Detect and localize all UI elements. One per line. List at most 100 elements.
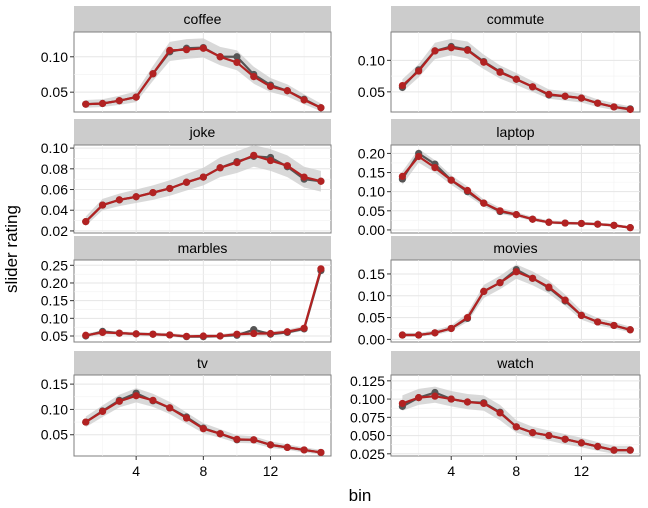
data-point xyxy=(166,184,174,193)
data-point xyxy=(250,151,258,159)
data-point xyxy=(149,330,157,338)
data-point xyxy=(512,75,520,83)
series-red xyxy=(398,268,634,339)
y-tick-label: 0.075 xyxy=(350,409,385,425)
data-point xyxy=(610,321,618,330)
data-point xyxy=(431,163,439,172)
data-point xyxy=(447,44,455,52)
data-point xyxy=(545,431,553,440)
data-point xyxy=(233,53,241,61)
y-tick-label: 0.10 xyxy=(41,310,68,326)
data-point xyxy=(415,67,423,75)
data-point xyxy=(415,394,423,402)
data-point xyxy=(317,265,325,273)
data-point xyxy=(182,414,191,422)
series-red xyxy=(398,44,634,114)
facet-strip-label: commute xyxy=(487,11,545,27)
data-point xyxy=(512,423,520,431)
y-tick-label: 0.10 xyxy=(358,52,385,68)
y-tick-label: 0.15 xyxy=(358,165,385,181)
y-tick-label: 0.15 xyxy=(41,293,68,309)
data-point xyxy=(431,392,439,400)
series-red xyxy=(82,151,325,226)
data-point xyxy=(250,436,258,444)
y-tick-label: 0.04 xyxy=(41,202,68,218)
data-point xyxy=(594,220,602,228)
data-point xyxy=(398,331,406,339)
data-point xyxy=(132,392,140,400)
confidence-ribbon xyxy=(85,38,321,112)
data-point xyxy=(266,329,275,338)
facet-strip xyxy=(74,351,331,375)
x-axis-layer: 4 8 12 4 8 12 xyxy=(132,456,589,479)
facet-strip-label: coffee xyxy=(184,11,222,27)
x-tick-label: 4 xyxy=(132,463,140,479)
series-red xyxy=(82,392,325,457)
data-point xyxy=(610,103,618,111)
data-point xyxy=(233,435,241,443)
data-point xyxy=(480,399,488,408)
data-point xyxy=(545,283,553,291)
data-point xyxy=(512,211,520,219)
data-point xyxy=(199,332,207,340)
facet-panel-joke: joke 0.02 0.04 0.06 0.08 0.10 xyxy=(41,119,332,239)
y-tick-label: 0.10 xyxy=(41,140,68,156)
y-tick-label: 0.06 xyxy=(41,182,68,198)
data-point xyxy=(561,92,569,100)
data-point xyxy=(561,296,569,304)
data-point xyxy=(317,177,325,185)
y-tick-label: 0.05 xyxy=(41,427,68,443)
facet-strip-label: movies xyxy=(493,240,537,256)
data-point xyxy=(98,99,107,108)
y-tick-label: 0.20 xyxy=(358,145,385,161)
data-point xyxy=(283,162,291,170)
data-point xyxy=(528,274,537,282)
confidence-ribbon xyxy=(85,145,321,226)
x-tick-label: 8 xyxy=(199,463,207,479)
data-point xyxy=(577,439,586,447)
data-point xyxy=(463,398,472,406)
data-point xyxy=(182,178,191,186)
y-tick-label: 0.10 xyxy=(41,49,68,65)
y-tick-label: 0.08 xyxy=(41,161,68,177)
y-tick-label: 0.025 xyxy=(350,446,385,462)
data-point xyxy=(98,201,107,209)
facet-panel-laptop: laptop 0.00 0.05 0.10 0.15 0.20 xyxy=(358,119,641,238)
facet-panel-tv: tv 0.05 0.10 0.15 xyxy=(41,351,332,457)
x-axis-title: bin xyxy=(349,486,372,505)
confidence-ribbon xyxy=(402,38,631,112)
data-point xyxy=(266,82,275,91)
data-point xyxy=(398,399,406,408)
y-tick-label: 0.25 xyxy=(41,257,68,273)
data-point xyxy=(610,446,618,454)
y-tick-label: 0.05 xyxy=(41,84,68,100)
data-point xyxy=(199,173,207,181)
y-tick-label: 0.10 xyxy=(358,184,385,200)
facet-strip xyxy=(391,351,640,375)
data-point xyxy=(82,100,90,108)
y-tick-label: 0.15 xyxy=(41,376,68,392)
data-point xyxy=(577,219,586,228)
y-axis-title: slider rating xyxy=(2,205,21,293)
data-point xyxy=(447,176,455,184)
data-point xyxy=(398,172,406,180)
data-point xyxy=(398,81,406,90)
data-point xyxy=(463,46,472,54)
series-red xyxy=(398,392,634,454)
data-point xyxy=(233,58,241,67)
data-point xyxy=(300,173,308,181)
data-point xyxy=(115,397,123,405)
data-point xyxy=(512,268,520,276)
data-point xyxy=(480,58,488,66)
data-point xyxy=(132,330,140,338)
data-point xyxy=(496,207,504,215)
data-point xyxy=(149,70,157,78)
data-point xyxy=(216,164,224,172)
data-point xyxy=(626,224,634,232)
data-point xyxy=(300,324,308,332)
data-point xyxy=(561,219,569,227)
facet-panel-movies: movies 0.00 0.05 0.10 0.15 xyxy=(358,236,641,347)
data-point xyxy=(561,435,569,443)
facet-strip-label: watch xyxy=(496,355,534,371)
facet-panel-commute: commute 0.05 0.10 xyxy=(358,6,641,114)
